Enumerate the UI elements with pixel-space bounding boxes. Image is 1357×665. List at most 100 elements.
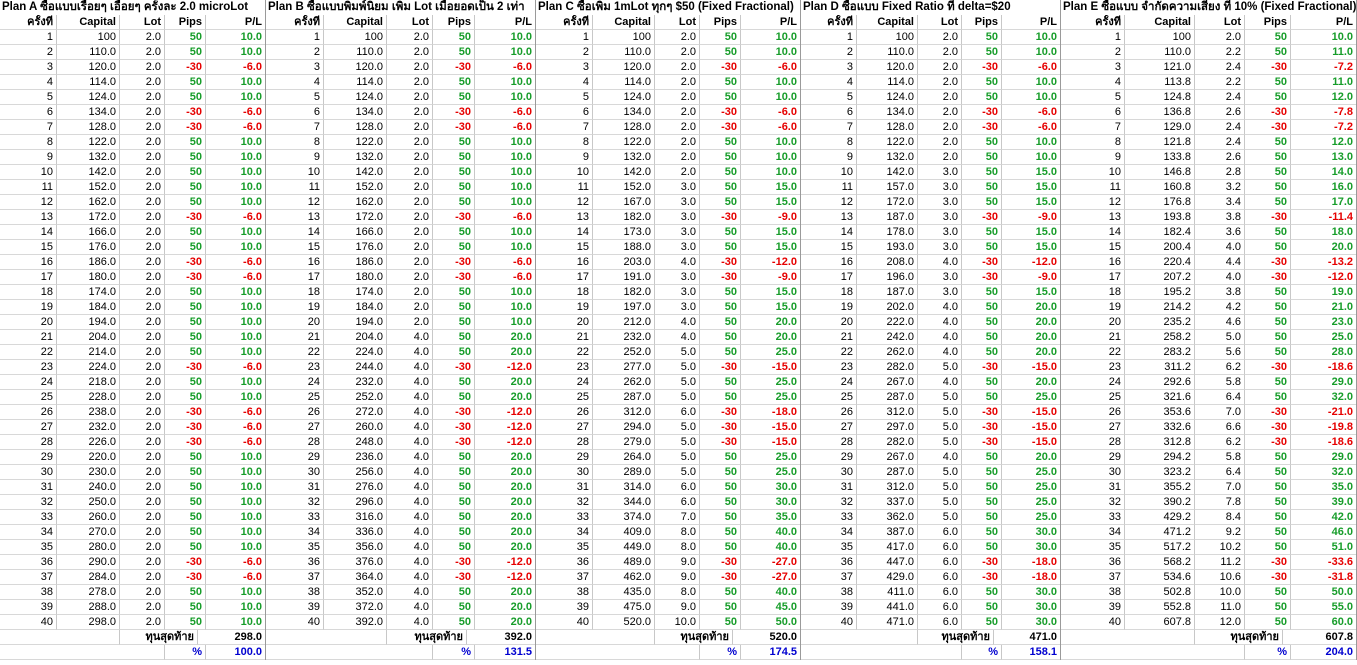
pips-cell[interactable]: -30 xyxy=(962,420,1002,435)
pl-cell[interactable]: -12.0 xyxy=(475,360,536,375)
trade-number[interactable]: 40 xyxy=(266,615,324,630)
blank-cell[interactable] xyxy=(801,630,918,645)
lot-cell[interactable]: 2.0 xyxy=(120,165,165,180)
trade-number[interactable]: 31 xyxy=(0,480,57,495)
pl-cell[interactable]: -15.0 xyxy=(741,360,801,375)
capital-cell[interactable]: 132.0 xyxy=(593,150,655,165)
trade-number[interactable]: 40 xyxy=(1061,615,1125,630)
pl-cell[interactable]: 10.0 xyxy=(206,285,266,300)
header-capital[interactable]: Capital xyxy=(1125,15,1195,30)
trade-number[interactable]: 9 xyxy=(801,150,857,165)
pl-cell[interactable]: 20.0 xyxy=(475,390,536,405)
pl-cell[interactable]: -12.0 xyxy=(1002,255,1061,270)
lot-cell[interactable]: 7.0 xyxy=(1195,405,1245,420)
trade-number[interactable]: 6 xyxy=(536,105,593,120)
pips-cell[interactable]: 50 xyxy=(700,150,741,165)
lot-cell[interactable]: 2.0 xyxy=(120,600,165,615)
header-lot[interactable]: Lot xyxy=(918,15,962,30)
capital-cell[interactable]: 173.0 xyxy=(593,225,655,240)
lot-cell[interactable]: 6.0 xyxy=(918,600,962,615)
capital-cell[interactable]: 232.0 xyxy=(57,420,120,435)
lot-cell[interactable]: 2.0 xyxy=(387,180,433,195)
capital-cell[interactable]: 122.0 xyxy=(593,135,655,150)
lot-cell[interactable]: 5.8 xyxy=(1195,450,1245,465)
lot-cell[interactable]: 4.0 xyxy=(387,405,433,420)
capital-cell[interactable]: 417.0 xyxy=(857,540,918,555)
pl-cell[interactable]: 10.0 xyxy=(1002,30,1061,45)
capital-cell[interactable]: 142.0 xyxy=(324,165,387,180)
trade-number[interactable]: 38 xyxy=(801,585,857,600)
pips-cell[interactable]: 50 xyxy=(700,285,741,300)
pl-cell[interactable]: -13.2 xyxy=(1291,255,1357,270)
pl-cell[interactable]: -6.0 xyxy=(206,120,266,135)
capital-cell[interactable]: 176.0 xyxy=(324,240,387,255)
pl-cell[interactable]: 29.0 xyxy=(1291,450,1357,465)
trade-number[interactable]: 36 xyxy=(1061,555,1125,570)
capital-cell[interactable]: 226.0 xyxy=(57,435,120,450)
pl-cell[interactable]: -15.0 xyxy=(741,420,801,435)
trade-number[interactable]: 2 xyxy=(536,45,593,60)
pips-cell[interactable]: 50 xyxy=(1245,465,1291,480)
header-lot[interactable]: Lot xyxy=(120,15,165,30)
pips-cell[interactable]: -30 xyxy=(962,105,1002,120)
capital-cell[interactable]: 411.0 xyxy=(857,585,918,600)
trade-number[interactable]: 31 xyxy=(266,480,324,495)
pl-cell[interactable]: 10.0 xyxy=(206,150,266,165)
lot-cell[interactable]: 2.0 xyxy=(120,360,165,375)
pl-cell[interactable]: -15.0 xyxy=(1002,405,1061,420)
pl-cell[interactable]: 40.0 xyxy=(741,585,801,600)
pl-cell[interactable]: 10.0 xyxy=(475,180,536,195)
capital-cell[interactable]: 124.0 xyxy=(857,90,918,105)
pips-cell[interactable]: 50 xyxy=(165,585,206,600)
capital-cell[interactable]: 152.0 xyxy=(324,180,387,195)
trade-number[interactable]: 11 xyxy=(0,180,57,195)
lot-cell[interactable]: 4.0 xyxy=(387,585,433,600)
pl-cell[interactable]: 20.0 xyxy=(475,510,536,525)
pl-cell[interactable]: 25.0 xyxy=(741,450,801,465)
trade-number[interactable]: 29 xyxy=(1061,450,1125,465)
pips-cell[interactable]: 50 xyxy=(433,480,475,495)
pips-cell[interactable]: 50 xyxy=(165,510,206,525)
capital-cell[interactable]: 114.0 xyxy=(324,75,387,90)
trade-number[interactable]: 11 xyxy=(1061,180,1125,195)
pl-cell[interactable]: 10.0 xyxy=(1291,30,1357,45)
capital-cell[interactable]: 124.8 xyxy=(1125,90,1195,105)
lot-cell[interactable]: 5.0 xyxy=(655,450,700,465)
trade-number[interactable]: 32 xyxy=(1061,495,1125,510)
header-capital[interactable]: Capital xyxy=(857,15,918,30)
lot-cell[interactable]: 2.0 xyxy=(120,180,165,195)
lot-cell[interactable]: 10.0 xyxy=(1195,585,1245,600)
lot-cell[interactable]: 2.4 xyxy=(1195,60,1245,75)
lot-cell[interactable]: 9.0 xyxy=(655,555,700,570)
trade-number[interactable]: 22 xyxy=(266,345,324,360)
pl-cell[interactable]: 10.0 xyxy=(206,330,266,345)
pl-cell[interactable]: 25.0 xyxy=(1002,390,1061,405)
pips-cell[interactable]: 50 xyxy=(165,480,206,495)
trade-number[interactable]: 14 xyxy=(1061,225,1125,240)
pips-cell[interactable]: -30 xyxy=(1245,420,1291,435)
trade-number[interactable]: 40 xyxy=(536,615,593,630)
lot-cell[interactable]: 3.0 xyxy=(918,165,962,180)
pips-cell[interactable]: 50 xyxy=(1245,495,1291,510)
capital-cell[interactable]: 372.0 xyxy=(324,600,387,615)
lot-cell[interactable]: 4.0 xyxy=(387,525,433,540)
pl-cell[interactable]: 20.0 xyxy=(475,450,536,465)
pl-cell[interactable]: 35.0 xyxy=(1291,480,1357,495)
pl-cell[interactable]: 50.0 xyxy=(741,615,801,630)
lot-cell[interactable]: 2.0 xyxy=(387,60,433,75)
capital-cell[interactable]: 120.0 xyxy=(324,60,387,75)
lot-cell[interactable]: 6.0 xyxy=(655,495,700,510)
pl-cell[interactable]: 17.0 xyxy=(1291,195,1357,210)
pl-cell[interactable]: 10.0 xyxy=(206,315,266,330)
trade-number[interactable]: 9 xyxy=(1061,150,1125,165)
pl-cell[interactable]: 10.0 xyxy=(206,525,266,540)
pips-cell[interactable]: 50 xyxy=(433,165,475,180)
capital-cell[interactable]: 287.0 xyxy=(593,390,655,405)
capital-cell[interactable]: 517.2 xyxy=(1125,540,1195,555)
lot-cell[interactable]: 3.0 xyxy=(918,270,962,285)
blank-cell[interactable] xyxy=(266,630,387,645)
pips-cell[interactable]: 50 xyxy=(700,45,741,60)
trade-number[interactable]: 2 xyxy=(1061,45,1125,60)
pl-cell[interactable]: -9.0 xyxy=(1002,210,1061,225)
trade-number[interactable]: 27 xyxy=(801,420,857,435)
